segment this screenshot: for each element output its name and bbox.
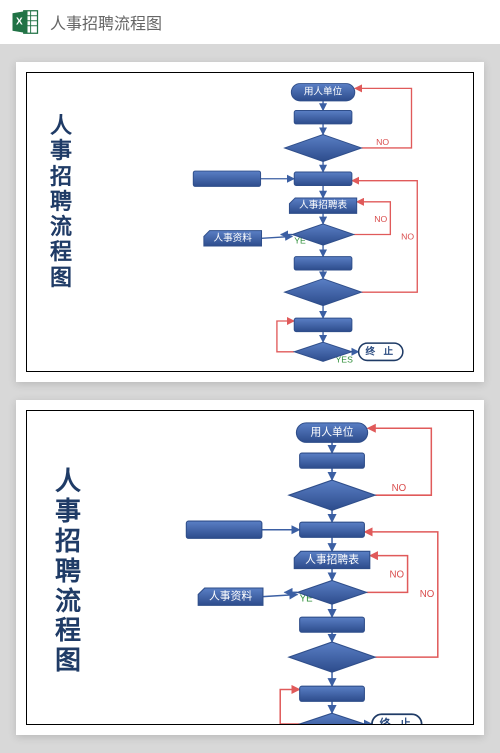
flowchart-canvas-bottom: 人事招聘流程图 NONONOYEYES用人单位人事招聘表人事资料终 止 (26, 410, 474, 725)
flowchart-svg-bottom: NONONOYEYES用人单位人事招聘表人事资料终 止 (27, 411, 473, 724)
svg-text:用人单位: 用人单位 (304, 86, 343, 98)
header-bar: X 人事招聘流程图 (0, 0, 500, 44)
svg-text:用人单位: 用人单位 (310, 426, 353, 439)
svg-text:NO: NO (374, 214, 387, 224)
svg-text:人事资料: 人事资料 (213, 232, 252, 244)
vertical-title-top: 人事招聘流程图 (49, 113, 73, 290)
flowchart-canvas-top: 人事招聘流程图 NONONOYEYES用人单位人事招聘表人事资料终 止 (26, 72, 474, 372)
preview-panel-top: 人事招聘流程图 NONONOYEYES用人单位人事招聘表人事资料终 止 (16, 62, 484, 382)
svg-text:NO: NO (420, 589, 435, 600)
svg-text:人事招聘表: 人事招聘表 (299, 199, 347, 211)
vertical-title-bottom: 人事招聘流程图 (55, 467, 79, 676)
excel-icon: X (10, 7, 40, 37)
svg-text:NO: NO (401, 231, 414, 241)
svg-text:X: X (16, 17, 23, 28)
svg-text:人事资料: 人事资料 (209, 590, 252, 603)
svg-text:NO: NO (390, 570, 405, 581)
header-title: 人事招聘流程图 (50, 10, 162, 34)
svg-text:人事招聘表: 人事招聘表 (305, 553, 359, 566)
svg-text:NO: NO (376, 137, 389, 147)
flowchart-svg-top: NONONOYEYES用人单位人事招聘表人事资料终 止 (27, 73, 473, 371)
preview-panel-bottom: 人事招聘流程图 NONONOYEYES用人单位人事招聘表人事资料终 止 (16, 400, 484, 735)
svg-text:NO: NO (392, 483, 407, 494)
svg-text:终 止: 终 止 (365, 345, 396, 357)
svg-text:终 止: 终 止 (380, 717, 414, 724)
